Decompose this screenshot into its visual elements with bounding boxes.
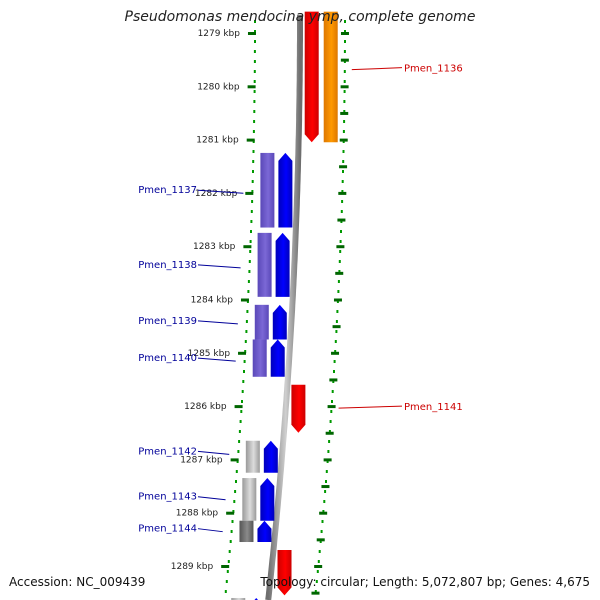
pmen-1140-label-line <box>197 357 236 362</box>
pmen-1144-cds-box <box>239 520 254 543</box>
pmen-1142-label-line <box>197 450 230 455</box>
ruler-tick-label: 1282 kbp <box>195 189 238 199</box>
forward-track-tick <box>311 591 320 595</box>
forward-track-tick <box>319 511 328 515</box>
ruler-tick-label: 1285 kbp <box>188 349 231 359</box>
forward-track-tick <box>336 245 345 249</box>
pmen-1144-label: Pmen_1144 <box>138 524 197 535</box>
pmen-1137-cds-box <box>260 152 275 228</box>
forward-track-tick <box>335 271 344 275</box>
forward-track-tick <box>314 565 323 568</box>
pmen-1144-label-line <box>197 528 223 533</box>
pmen-1138-cds-box <box>257 232 272 297</box>
gene-unlabeled-gene-arrow <box>254 597 259 600</box>
dotted-tracks <box>223 20 346 600</box>
pmen-1137-label: Pmen_1137 <box>138 185 197 196</box>
pmen-1141-gene-arrow <box>291 384 306 433</box>
pmen-1136-label-line <box>351 67 403 71</box>
forward-track-tick <box>321 485 330 489</box>
backbone-line <box>265 15 303 600</box>
ruler-tick-label: 1281 kbp <box>196 136 239 146</box>
pmen-1143-gene-arrow <box>260 478 275 521</box>
ruler-tick-label: 1287 kbp <box>180 455 223 465</box>
forward-track-tick <box>331 351 340 355</box>
ruler-tick-label: 1279 kbp <box>198 29 241 39</box>
pmen-1142-gene-arrow <box>263 440 278 473</box>
ruler-tick <box>245 191 254 195</box>
forward-track-tick <box>339 165 348 169</box>
ruler-tick <box>243 245 252 249</box>
ruler-tick <box>246 138 255 142</box>
gene-unlabeled-cds-box <box>231 597 246 600</box>
gene-labels: Pmen_1136 Pmen_1137 Pmen_1138 Pmen_1139 Pmen… <box>138 64 462 535</box>
forward-track-tick <box>332 325 341 329</box>
pmen-1138-gene-arrow <box>275 232 290 297</box>
ruler-tick <box>240 298 249 302</box>
pmen-1136-gene-arrow <box>304 11 319 143</box>
forward-track-tick <box>340 111 349 115</box>
forward-track-tick <box>340 32 349 35</box>
genome-backbone <box>265 15 303 600</box>
ruler-tick-label: 1289 kbp <box>171 562 214 572</box>
pmen-1139-label-line <box>197 320 238 325</box>
forward-track-tick <box>340 58 349 62</box>
pmen-1139-label: Pmen_1139 <box>138 316 197 327</box>
reverse-dotted-track <box>223 20 256 600</box>
pmen-1140-gene-arrow <box>270 339 285 377</box>
pmen-1143-label: Pmen_1143 <box>138 492 197 503</box>
pmen-1137-label-line <box>197 189 244 194</box>
pmen-1137-gene-arrow <box>278 152 293 228</box>
topology-text: Topology: circular; Length: 5,072,807 bp… <box>260 575 590 589</box>
forward-track-tick <box>340 85 349 89</box>
ruler-tick <box>234 405 243 409</box>
forward-track-tick <box>323 458 332 462</box>
ruler-tick-label: 1283 kbp <box>193 242 236 252</box>
forward-track-tick <box>325 431 334 435</box>
pmen-1139-gene-arrow <box>272 304 287 340</box>
ruler-tick <box>247 32 256 35</box>
forward-track-tick <box>338 191 347 195</box>
forward-dotted-track <box>313 20 346 600</box>
forward-track-tick <box>316 538 325 542</box>
pmen-1141-label: Pmen_1141 <box>404 402 463 413</box>
forward-track-tick <box>337 218 346 222</box>
pmen-1142-cds-box <box>245 440 260 473</box>
ruler-tick <box>238 351 247 355</box>
forward-track-tick <box>329 378 338 382</box>
ruler-tick-label: 1284 kbp <box>191 296 234 306</box>
ruler-tick-label: 1288 kbp <box>176 509 219 519</box>
ruler-tick <box>247 85 256 89</box>
genome-title: Pseudomonas mendocina ymp, complete geno… <box>124 9 476 25</box>
pmen-1142-label: Pmen_1142 <box>138 446 197 457</box>
pmen-1144-gene-arrow <box>257 520 272 543</box>
pmen-1136-label: Pmen_1136 <box>404 64 463 75</box>
ruler-tick <box>226 511 235 515</box>
pmen-1138-label-line <box>197 264 241 269</box>
forward-track-tick <box>333 298 342 302</box>
kbp-ruler: 1279 kbp 1280 kbp 1281 kbp 1282 kbp 1283 kbp… <box>171 29 349 595</box>
gene-features <box>231 11 338 600</box>
pmen-1143-cds-box <box>242 478 257 521</box>
gene-unlabeled-gene-arrow <box>277 550 292 596</box>
pmen-1139-cds-box <box>254 304 269 340</box>
ruler-tick <box>221 565 230 568</box>
ruler-tick <box>230 458 239 462</box>
ruler-tick-label: 1280 kbp <box>197 82 240 92</box>
pmen-1141-label-line <box>338 405 403 409</box>
pmen-1143-label-line <box>197 496 226 501</box>
pmen-1136-cds-box <box>323 11 338 143</box>
ruler-tick-label: 1286 kbp <box>184 402 227 412</box>
forward-track-tick <box>327 405 336 409</box>
pmen-1138-label: Pmen_1138 <box>138 260 197 271</box>
forward-track-tick <box>339 138 348 142</box>
pmen-1140-cds-box <box>252 339 267 377</box>
pmen-1140-label: Pmen_1140 <box>138 353 197 364</box>
accession-text: Accession: NC_009439 <box>9 575 146 589</box>
